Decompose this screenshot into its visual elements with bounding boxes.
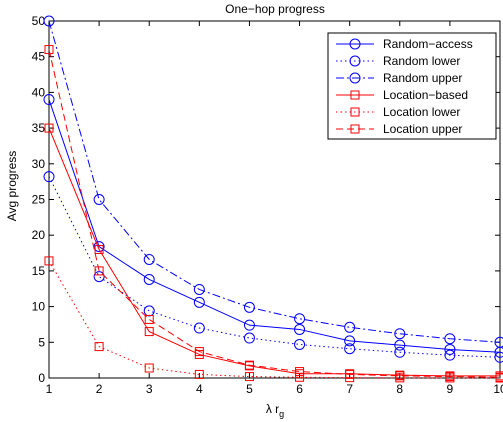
series-line-2 xyxy=(48,176,501,358)
data-point-series-3 xyxy=(193,283,205,295)
data-point-series-5 xyxy=(194,369,204,379)
data-point-series-2 xyxy=(394,346,406,358)
x-axis-label-subscript: g xyxy=(279,409,284,419)
data-point-series-6 xyxy=(194,347,204,357)
data-point-series-4 xyxy=(94,244,104,254)
x-axis-label-main: λ r xyxy=(266,402,279,416)
data-point-series-5 xyxy=(94,342,104,352)
x-tick-label: 5 xyxy=(246,382,253,396)
data-point-series-3 xyxy=(43,15,55,27)
data-point-series-2 xyxy=(243,332,255,344)
data-point-series-6 xyxy=(94,266,104,276)
data-point-series-5 xyxy=(44,256,54,266)
data-point-series-1 xyxy=(143,273,155,285)
y-tick-label: 5 xyxy=(38,335,45,349)
data-point-series-5 xyxy=(244,372,254,382)
series-line-1 xyxy=(48,99,501,353)
legend-marker-3 xyxy=(349,72,361,84)
data-point-series-6 xyxy=(395,371,405,381)
data-point-series-1 xyxy=(344,335,356,347)
x-tick-label: 6 xyxy=(296,382,303,396)
x-tick-label: 10 xyxy=(493,382,503,396)
data-point-series-5 xyxy=(295,372,305,382)
y-tick-label: 20 xyxy=(32,228,46,242)
data-point-series-4 xyxy=(144,327,154,337)
y-tick-label: 25 xyxy=(32,193,46,207)
data-point-series-6 xyxy=(244,360,254,370)
legend-marker-1 xyxy=(349,38,361,50)
legend-label-3: Random upper xyxy=(383,71,462,85)
plot-area: 1234567891005101520253035404550Random−ac… xyxy=(32,14,503,396)
data-point-series-6 xyxy=(295,367,305,377)
data-point-series-6 xyxy=(44,45,54,55)
x-tick-label: 2 xyxy=(96,382,103,396)
x-axis-label: λ rg xyxy=(266,402,284,419)
data-point-series-2 xyxy=(193,322,205,334)
x-tick-label: 1 xyxy=(46,382,53,396)
y-tick-label: 30 xyxy=(32,157,46,171)
data-point-series-3 xyxy=(143,253,155,265)
x-tick-label: 8 xyxy=(396,382,403,396)
y-tick-label: 50 xyxy=(32,14,46,28)
data-point-series-5 xyxy=(144,363,154,373)
series-line-3 xyxy=(48,20,501,343)
legend-label-2: Random lower xyxy=(383,54,460,68)
legend-marker-2 xyxy=(349,55,361,67)
y-tick-label: 40 xyxy=(32,85,46,99)
data-point-series-6 xyxy=(495,372,503,382)
data-point-series-1 xyxy=(444,343,456,355)
data-point-series-3 xyxy=(344,321,356,333)
data-point-series-1 xyxy=(243,319,255,331)
data-point-series-2 xyxy=(93,271,105,283)
legend-label-5: Location lower xyxy=(383,105,460,119)
data-point-series-1 xyxy=(394,339,406,351)
data-point-series-2 xyxy=(444,349,456,361)
data-point-series-6 xyxy=(445,372,455,382)
x-tick-label: 7 xyxy=(346,382,353,396)
legend-marker-4 xyxy=(350,90,360,100)
x-tick-label: 9 xyxy=(447,382,454,396)
data-point-series-1 xyxy=(193,296,205,308)
series-line-4 xyxy=(48,127,500,377)
data-point-series-2 xyxy=(494,351,503,363)
series-line-5 xyxy=(48,260,501,379)
data-point-series-2 xyxy=(43,171,55,183)
legend-label-1: Random−access xyxy=(383,37,473,51)
chart-title: One−hop progress xyxy=(225,2,325,16)
data-point-series-6 xyxy=(144,314,154,324)
data-point-series-1 xyxy=(43,94,55,106)
data-point-series-6 xyxy=(345,369,355,379)
data-point-series-4 xyxy=(44,123,54,133)
series-line-6 xyxy=(48,49,501,378)
data-point-series-2 xyxy=(344,343,356,355)
data-point-series-3 xyxy=(294,313,306,325)
legend-label-6: Location upper xyxy=(383,122,462,136)
y-axis-label: Avg progress xyxy=(5,151,19,221)
data-point-series-3 xyxy=(494,336,503,348)
data-point-series-3 xyxy=(93,194,105,205)
data-point-series-3 xyxy=(394,328,406,340)
data-point-series-3 xyxy=(243,301,255,313)
y-tick-label: 10 xyxy=(32,300,46,314)
y-tick-label: 15 xyxy=(32,264,46,278)
y-tick-label: 35 xyxy=(32,121,46,135)
x-tick-label: 4 xyxy=(196,382,203,396)
y-tick-label: 45 xyxy=(32,50,46,64)
legend-label-4: Location−based xyxy=(383,88,468,102)
legend-marker-5 xyxy=(350,107,360,117)
legend-box xyxy=(327,32,497,140)
y-tick-label: 0 xyxy=(38,371,45,385)
legend-marker-6 xyxy=(350,124,360,134)
data-point-series-2 xyxy=(294,338,306,350)
data-point-series-1 xyxy=(294,323,306,335)
x-tick-label: 3 xyxy=(146,382,153,396)
data-point-series-3 xyxy=(444,333,456,345)
